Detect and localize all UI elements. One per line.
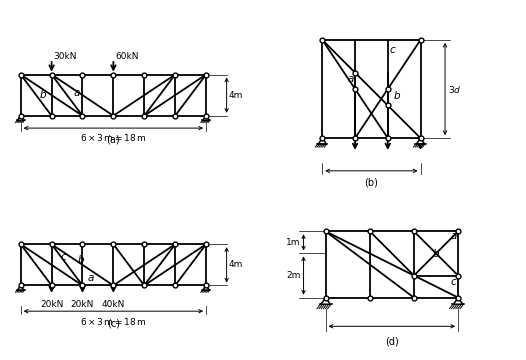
Text: 20kN: 20kN <box>71 300 94 309</box>
Text: $c$: $c$ <box>389 45 397 55</box>
Text: $b$: $b$ <box>393 89 401 101</box>
Text: 30kN: 30kN <box>54 51 77 60</box>
Text: $6\times3\,\mathrm{m}{=}18\,\mathrm{m}$: $6\times3\,\mathrm{m}{=}18\,\mathrm{m}$ <box>80 132 147 143</box>
Text: 2m: 2m <box>286 271 300 280</box>
Text: 1m: 1m <box>286 238 300 247</box>
Polygon shape <box>318 138 326 144</box>
Text: $a$: $a$ <box>87 273 94 283</box>
Polygon shape <box>321 298 330 304</box>
Text: (b): (b) <box>365 177 378 187</box>
Text: 3$d$: 3$d$ <box>448 84 461 95</box>
Polygon shape <box>417 138 424 144</box>
Text: $a$: $a$ <box>74 88 81 98</box>
Text: (d): (d) <box>385 337 399 347</box>
Text: (c): (c) <box>107 319 120 329</box>
Polygon shape <box>203 116 209 120</box>
Text: $b$: $b$ <box>39 88 47 100</box>
Polygon shape <box>203 285 209 290</box>
Text: $6\times3\,\mathrm{m}{=}18\,\mathrm{m}$: $6\times3\,\mathrm{m}{=}18\,\mathrm{m}$ <box>80 316 147 327</box>
Text: $c$: $c$ <box>450 278 458 287</box>
Polygon shape <box>17 116 24 120</box>
Polygon shape <box>17 285 24 290</box>
Text: 60kN: 60kN <box>115 51 139 60</box>
Text: 4m: 4m <box>228 91 242 100</box>
Text: $c$: $c$ <box>60 252 67 262</box>
Text: 4m: 4m <box>228 260 242 269</box>
Text: $b$: $b$ <box>77 253 85 265</box>
Polygon shape <box>453 298 463 304</box>
Text: 40kN: 40kN <box>102 300 125 309</box>
Text: (a): (a) <box>107 134 120 144</box>
Text: $b$: $b$ <box>432 247 440 259</box>
Text: 20kN: 20kN <box>40 300 63 309</box>
Text: $a$: $a$ <box>347 75 355 85</box>
Text: $a$: $a$ <box>450 231 458 241</box>
